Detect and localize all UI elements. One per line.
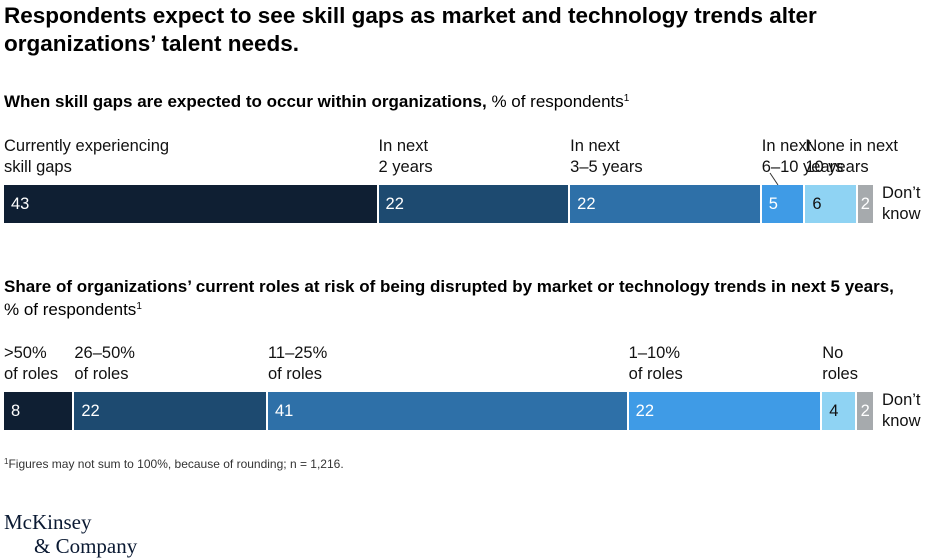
segment-label: 11–25% of roles [267, 344, 328, 383]
segment-label: Currently experiencing skill gaps [4, 137, 170, 176]
bar-segment: 41 [267, 392, 627, 430]
bar-segment: 4 [822, 392, 856, 430]
leader-line [769, 172, 779, 186]
segment-label: 1–10% of roles [628, 344, 683, 383]
bar-segment: 6 [805, 185, 856, 223]
chart-1-subtitle: When skill gaps are expected to occur wi… [4, 92, 630, 111]
dont-know-label: Don’t know [882, 184, 921, 223]
mckinsey-logo: McKinsey & Company [4, 510, 138, 558]
segment-label: In next 3–5 years [570, 137, 643, 176]
bar-segment: 8 [4, 392, 73, 430]
chart-title: Respondents expect to see skill gaps as … [4, 3, 817, 56]
bar-segment: 2 [857, 392, 873, 430]
bar-segment: 5 [761, 185, 804, 223]
segment-label: In next 2 years [378, 137, 433, 176]
bar-segment: 2 [857, 185, 873, 223]
segment-label: In next 6–10 years [761, 137, 844, 176]
chart-1-stacked-bar: 43 22 22 5 6 2 [4, 185, 875, 223]
chart-2-subtitle: Share of organizations’ current roles at… [4, 277, 894, 319]
segment-label: >50% of roles [4, 344, 59, 383]
bar-segment: 22 [378, 185, 569, 223]
segment-label: No roles [822, 344, 858, 383]
dont-know-label: Don’t know [882, 391, 921, 430]
segment-label: None in next 10 years [805, 137, 898, 176]
chart-2-stacked-bar: 8 22 41 22 4 2 [4, 392, 875, 430]
segment-label: 26–50% of roles [74, 344, 135, 383]
bar-segment: 43 [4, 185, 377, 223]
bar-segment: 22 [628, 392, 821, 430]
bar-segment: 22 [74, 392, 266, 430]
bar-segment: 22 [570, 185, 760, 223]
footnote: 1Figures may not sum to 100%, because of… [4, 457, 344, 471]
